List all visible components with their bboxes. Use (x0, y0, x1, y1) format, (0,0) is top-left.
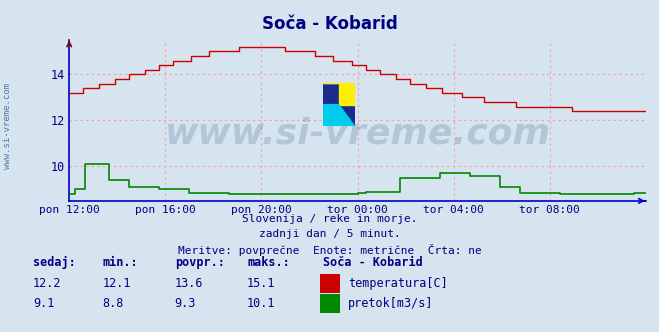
Text: Meritve: povprečne  Enote: metrične  Črta: ne: Meritve: povprečne Enote: metrične Črta:… (178, 244, 481, 256)
Text: 10.1: 10.1 (247, 297, 275, 310)
Text: 12.2: 12.2 (33, 277, 61, 290)
Polygon shape (323, 105, 355, 126)
Text: min.:: min.: (102, 256, 138, 269)
Text: 13.6: 13.6 (175, 277, 203, 290)
Polygon shape (323, 83, 355, 105)
Text: 12.1: 12.1 (102, 277, 130, 290)
Text: 9.1: 9.1 (33, 297, 54, 310)
Text: Soča - Kobarid: Soča - Kobarid (262, 15, 397, 33)
Text: Soča - Kobarid: Soča - Kobarid (323, 256, 422, 269)
Text: maks.:: maks.: (247, 256, 290, 269)
Text: sedaj:: sedaj: (33, 256, 76, 269)
Text: Slovenija / reke in morje.: Slovenija / reke in morje. (242, 214, 417, 224)
Text: povpr.:: povpr.: (175, 256, 225, 269)
Text: 8.8: 8.8 (102, 297, 123, 310)
Text: temperatura[C]: temperatura[C] (348, 277, 447, 290)
Text: 15.1: 15.1 (247, 277, 275, 290)
Text: zadnji dan / 5 minut.: zadnji dan / 5 minut. (258, 229, 401, 239)
Text: www.si-vreme.com: www.si-vreme.com (3, 83, 13, 169)
Text: pretok[m3/s]: pretok[m3/s] (348, 297, 434, 310)
Text: www.si-vreme.com: www.si-vreme.com (165, 116, 550, 150)
Text: 9.3: 9.3 (175, 297, 196, 310)
